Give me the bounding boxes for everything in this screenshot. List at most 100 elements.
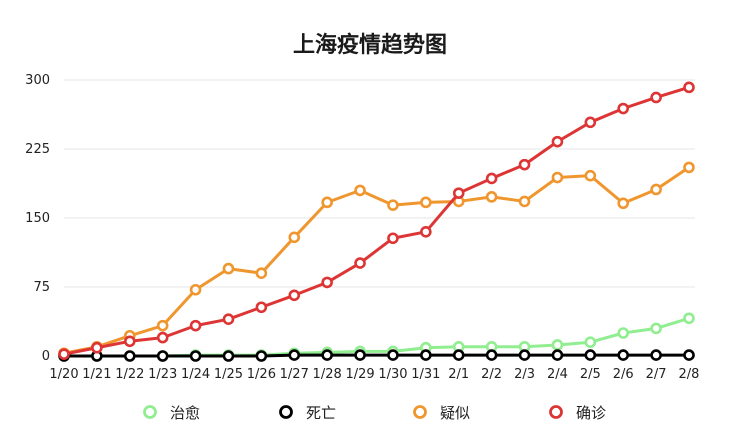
data-point (485, 172, 498, 185)
data-point (617, 102, 630, 115)
x-axis-ticks: 1/20 1/21 1/22 1/23 1/24 1/25 1/26 1/27 1/28 1/29… (49, 367, 699, 382)
series-3 (58, 81, 695, 360)
data-point (255, 301, 268, 314)
data-point (387, 199, 399, 211)
data-point (156, 319, 169, 332)
data-point (617, 327, 630, 339)
data-point (91, 341, 103, 354)
data-point (518, 195, 531, 208)
legend-marker-icon (143, 405, 157, 419)
data-point (321, 276, 333, 289)
data-point (58, 348, 70, 360)
y-tick-label: 0 (42, 349, 50, 364)
series-1 (58, 349, 695, 362)
grid (64, 79, 695, 357)
data-point (683, 81, 695, 94)
data-point (584, 336, 597, 349)
data-point (584, 169, 597, 182)
data-point (683, 161, 695, 174)
data-point (288, 349, 301, 361)
x-tick-label: 1/20 (49, 367, 78, 382)
x-tick-label: 2/4 (547, 367, 568, 382)
y-tick-label: 300 (25, 73, 50, 88)
legend-item[interactable]: 确诊 (549, 404, 607, 422)
data-point (255, 267, 268, 280)
data-point (288, 231, 301, 244)
y-tick-label: 225 (25, 142, 50, 157)
data-point (255, 350, 268, 362)
data-point (551, 171, 564, 184)
y-tick-label: 150 (25, 211, 50, 226)
data-point (387, 349, 399, 361)
x-tick-label: 1/31 (411, 367, 440, 382)
x-tick-label: 2/2 (481, 367, 502, 382)
data-point (222, 350, 235, 362)
x-tick-label: 2/6 (613, 367, 634, 382)
data-point (420, 226, 432, 238)
data-point (156, 350, 169, 362)
series-lines (58, 81, 695, 362)
data-point (354, 257, 366, 269)
legend-marker-icon (413, 405, 427, 419)
data-point (518, 158, 531, 171)
data-point (518, 349, 531, 361)
data-point (584, 349, 597, 361)
data-point (123, 350, 136, 362)
x-tick-label: 1/25 (214, 367, 243, 382)
x-tick-label: 1/21 (82, 367, 111, 382)
x-tick-label: 1/23 (148, 367, 177, 382)
data-point (354, 349, 366, 361)
x-tick-label: 1/22 (115, 367, 144, 382)
legend-label: 死亡 (306, 404, 336, 422)
legend-label: 治愈 (170, 404, 200, 422)
y-axis-ticks: 0 75 150 225 300 (25, 73, 50, 364)
data-point (584, 116, 597, 129)
data-point (551, 135, 564, 148)
data-point (485, 191, 498, 203)
data-point (189, 283, 202, 296)
x-tick-label: 1/29 (345, 367, 374, 382)
x-tick-label: 2/3 (514, 367, 535, 382)
data-point (189, 350, 202, 362)
x-tick-label: 2/8 (679, 367, 700, 382)
x-tick-label: 1/24 (181, 367, 210, 382)
data-point (288, 289, 301, 302)
data-point (650, 322, 662, 335)
legend: 治愈 死亡 疑似 确诊 (143, 404, 607, 422)
legend-marker-icon (279, 405, 293, 419)
data-point (683, 349, 695, 361)
legend-marker-icon (549, 405, 563, 419)
data-point (452, 187, 465, 199)
series-2 (58, 161, 695, 360)
data-point (156, 331, 169, 344)
legend-label: 疑似 (440, 404, 470, 422)
data-point (387, 232, 399, 245)
data-point (617, 349, 630, 361)
data-point (321, 196, 333, 209)
data-point (650, 183, 662, 196)
legend-item[interactable]: 死亡 (279, 404, 337, 422)
x-tick-label: 1/30 (378, 367, 407, 382)
data-point (650, 349, 662, 361)
data-point (551, 339, 564, 351)
series-line (62, 85, 691, 356)
x-tick-label: 1/28 (313, 367, 342, 382)
data-point (123, 335, 136, 348)
data-point (485, 349, 498, 361)
x-tick-label: 1/27 (280, 367, 309, 382)
data-point (222, 313, 235, 326)
data-point (354, 184, 366, 197)
x-tick-label: 2/1 (448, 367, 469, 382)
data-point (452, 349, 465, 361)
x-tick-label: 2/5 (580, 367, 601, 382)
data-point (650, 91, 662, 104)
data-point (189, 319, 202, 332)
data-point (420, 349, 432, 361)
legend-item[interactable]: 治愈 (143, 404, 201, 422)
chart-title: 上海疫情趋势图 (293, 32, 447, 58)
data-point (617, 197, 630, 210)
legend-item[interactable]: 疑似 (413, 404, 471, 422)
x-tick-label: 2/7 (646, 367, 667, 382)
